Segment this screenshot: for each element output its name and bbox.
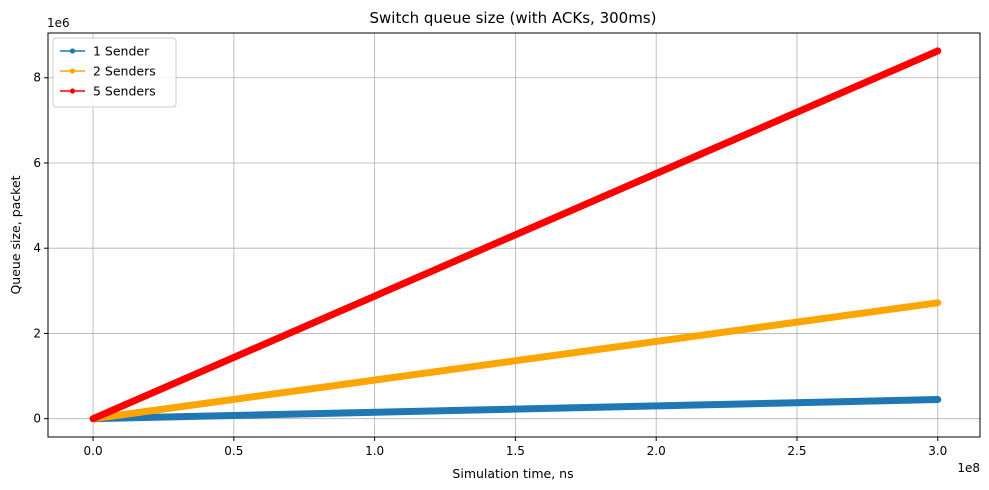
legend-marker <box>69 88 76 94</box>
ticks: 0.0 0.5 1.0 1.5 2.0 2.5 3.0 0 2 4 6 8 <box>33 71 947 458</box>
legend-label: 5 Senders <box>93 84 156 99</box>
x-tick-label: 1.0 <box>365 444 384 458</box>
plot-frame <box>47 32 981 438</box>
x-axis-label: Simulation time, ns <box>452 466 573 481</box>
x-tick-label: 3.0 <box>928 444 947 458</box>
y-tick-label: 4 <box>33 241 41 255</box>
y-axis-label: Queue size, packet <box>8 175 23 294</box>
data-point-2-senders <box>934 299 941 306</box>
x-tick-label: 2.0 <box>647 444 666 458</box>
x-offset-label: 1e8 <box>957 461 980 475</box>
series-line-1-sender <box>89 396 942 423</box>
data-point-1-sender <box>934 396 941 403</box>
legend-box <box>52 37 177 108</box>
chart-title: Switch queue size (with ACKs, 300ms) <box>370 9 657 27</box>
legend-label: 1 Sender <box>93 44 150 59</box>
x-tick-label: 1.5 <box>506 444 525 458</box>
y-tick-label: 6 <box>33 156 41 170</box>
legend-marker <box>69 68 76 74</box>
x-tick-label: 0.5 <box>224 444 243 458</box>
y-tick-label: 8 <box>33 71 41 85</box>
data-point-5-senders <box>89 415 97 422</box>
y-tick-label: 0 <box>33 412 41 426</box>
legend-marker <box>69 48 76 54</box>
series-line-2-senders <box>89 299 942 423</box>
series-line-5-senders <box>89 47 942 423</box>
y-tick-label: 2 <box>33 326 41 340</box>
data-point-5-senders <box>934 47 941 55</box>
legend: 1 Sender 2 Senders 5 Senders <box>52 37 177 108</box>
x-tick-label: 2.5 <box>787 444 806 458</box>
x-tick-label: 0.0 <box>84 444 103 458</box>
series-layer <box>89 47 942 423</box>
legend-label: 2 Senders <box>93 64 156 79</box>
y-offset-label: 1e6 <box>47 16 70 30</box>
